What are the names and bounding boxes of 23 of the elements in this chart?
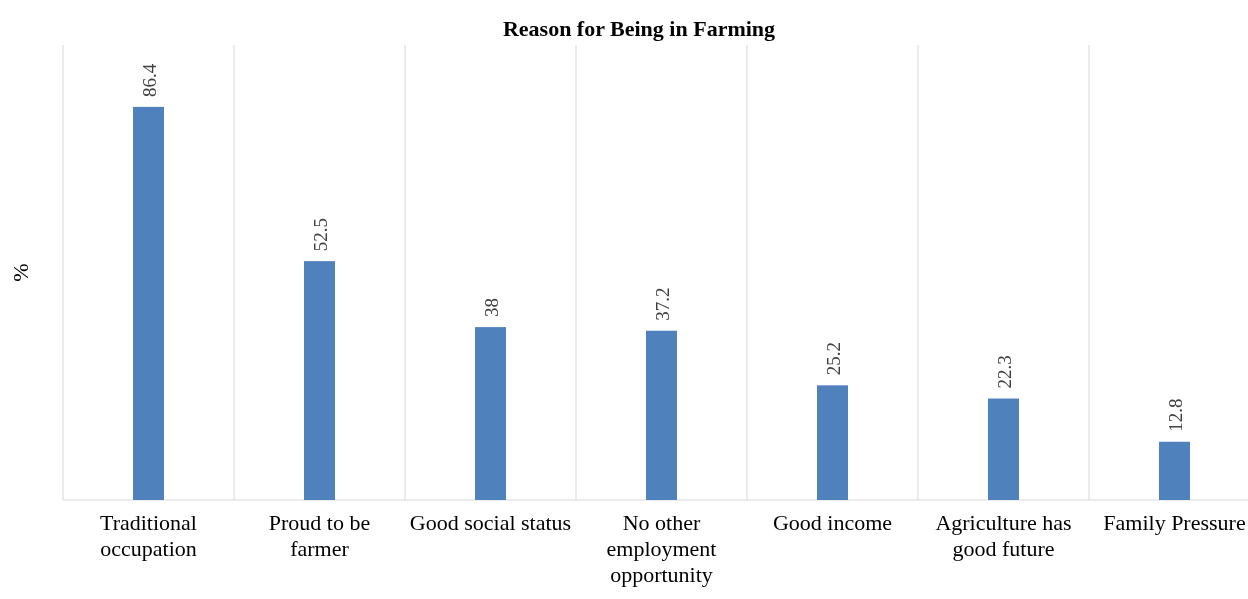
x-tick-label: No other employment opportunity bbox=[606, 510, 717, 587]
bar bbox=[817, 385, 848, 500]
x-tick-label: Agriculture has good future bbox=[935, 510, 1072, 561]
data-label: 25.2 bbox=[822, 342, 844, 376]
data-label: 37.2 bbox=[651, 287, 673, 321]
x-tick-label: Good social status bbox=[409, 510, 572, 535]
bar bbox=[988, 398, 1019, 500]
x-tick-label: Good income bbox=[772, 510, 893, 535]
bar bbox=[646, 330, 677, 500]
y-axis-title: % bbox=[8, 263, 33, 282]
chart-title: Reason for Being in Farming bbox=[502, 16, 776, 41]
data-label: 52.5 bbox=[309, 217, 331, 252]
bar bbox=[1159, 441, 1190, 500]
data-label: 22.3 bbox=[993, 355, 1015, 389]
bar bbox=[304, 261, 335, 500]
x-tick-label: Proud to be farmer bbox=[268, 510, 371, 561]
x-tick-label: Traditional occupation bbox=[100, 510, 197, 561]
data-label: 12.8 bbox=[1164, 398, 1186, 432]
data-label: 86.4 bbox=[138, 63, 160, 97]
bar bbox=[133, 106, 164, 500]
bar bbox=[475, 327, 506, 500]
data-label: 38 bbox=[480, 298, 502, 318]
x-tick-label: Family Pressure bbox=[1103, 510, 1246, 535]
